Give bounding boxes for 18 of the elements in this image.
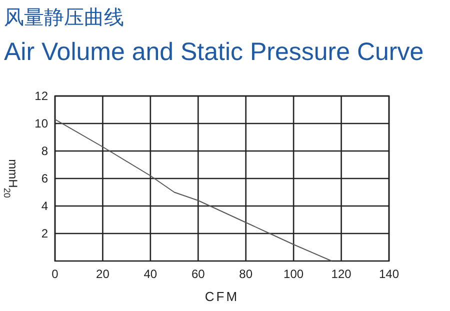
chart-title: 风量静压曲线 <box>4 7 124 29</box>
x-tick-label: 40 <box>144 267 158 281</box>
y-tick-label: 8 <box>41 144 48 158</box>
x-tick-label: 120 <box>331 267 352 281</box>
y-tick-label: 2 <box>41 226 48 240</box>
line-series <box>54 118 332 262</box>
x-tick-label: 100 <box>284 267 304 281</box>
x-axis-title: CFM <box>204 289 240 304</box>
x-tick-label: 60 <box>191 267 206 281</box>
y-tick-label: 4 <box>41 199 48 213</box>
y-tick-label: 10 <box>34 116 48 130</box>
x-tick-label: 80 <box>239 267 253 281</box>
x-tick-label: 140 <box>378 267 400 281</box>
y-tick-label: 12 <box>34 89 48 103</box>
x-tick-label: 0 <box>52 267 59 281</box>
chart-subtitle: Air Volume and Static Pressure Curve <box>4 38 424 66</box>
x-tick-label: 20 <box>96 267 110 281</box>
y-tick-label: 6 <box>41 172 48 186</box>
